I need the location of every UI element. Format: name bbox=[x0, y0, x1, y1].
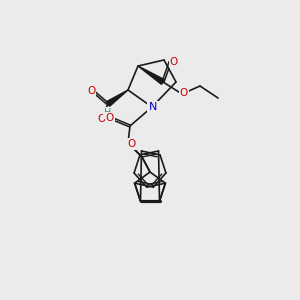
Text: O: O bbox=[170, 57, 178, 67]
Text: O: O bbox=[87, 86, 95, 96]
Text: H: H bbox=[104, 108, 112, 118]
Text: O: O bbox=[106, 113, 114, 123]
Text: O: O bbox=[180, 88, 188, 98]
Text: N: N bbox=[149, 102, 157, 112]
Polygon shape bbox=[138, 66, 164, 84]
Polygon shape bbox=[106, 90, 128, 106]
Text: O: O bbox=[97, 114, 105, 124]
Text: O: O bbox=[127, 139, 135, 149]
